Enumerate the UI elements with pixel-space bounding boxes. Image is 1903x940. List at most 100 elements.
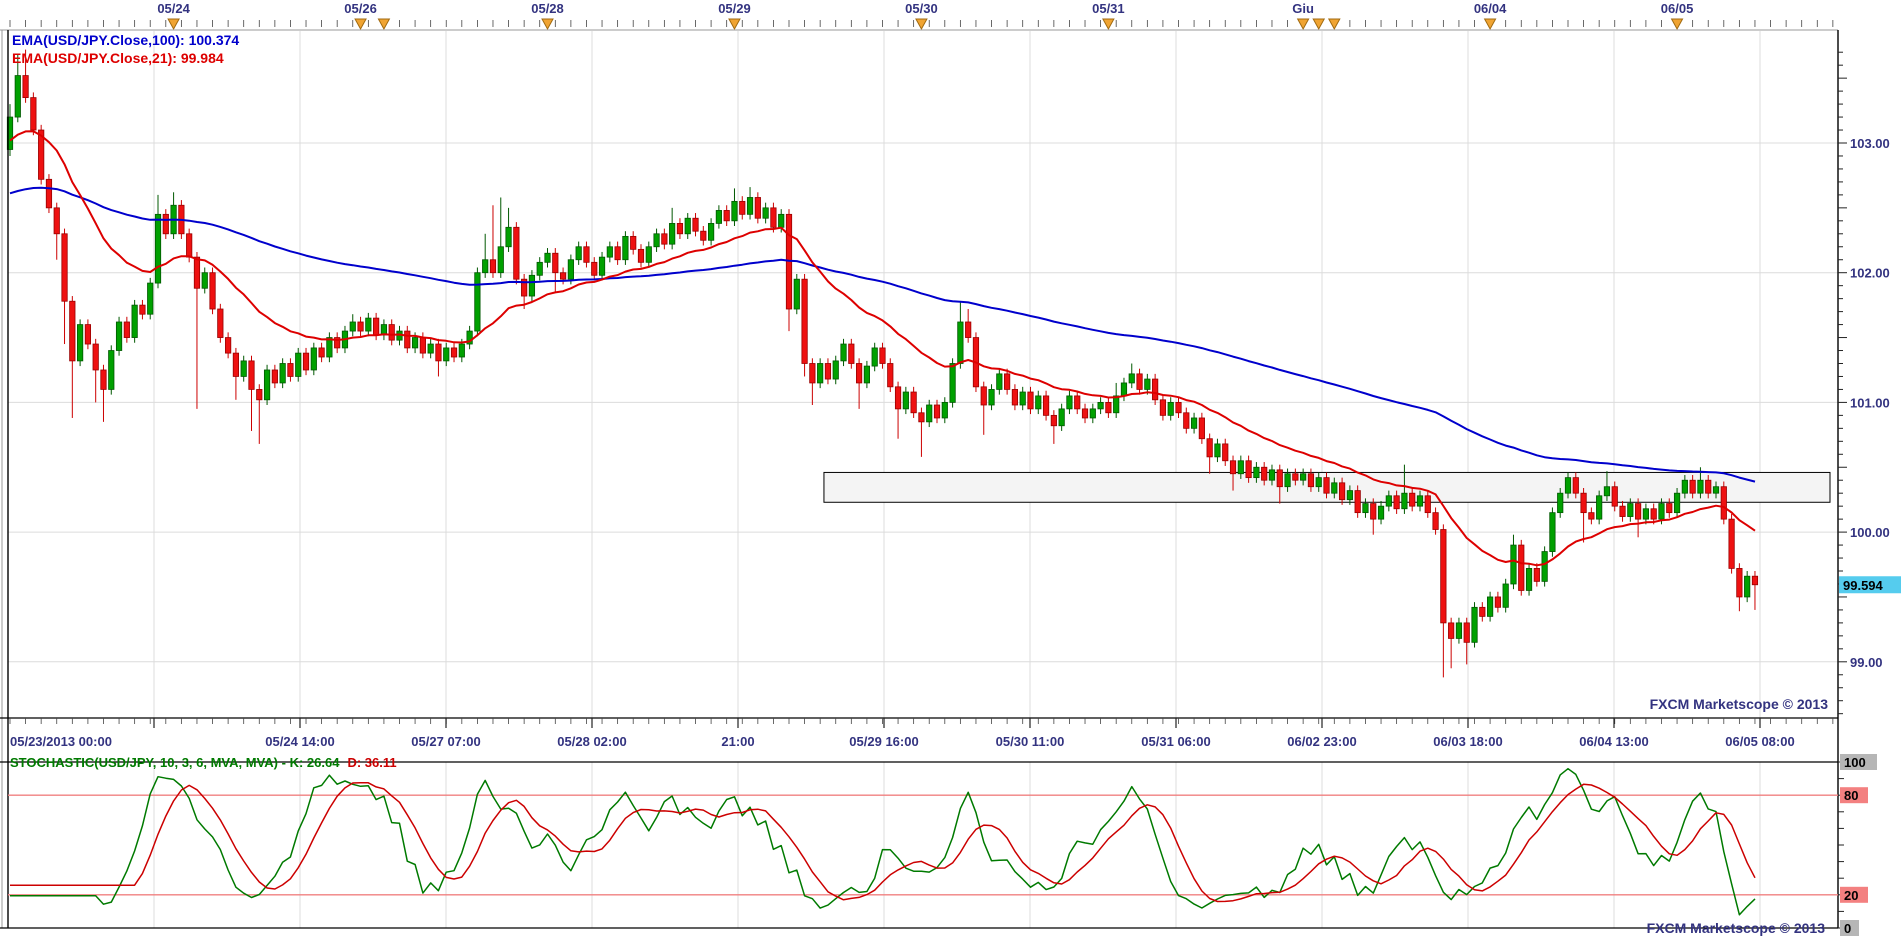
candle-down xyxy=(302,352,310,371)
price-axis-label: 101.00 xyxy=(1850,395,1890,410)
stochastic-level-tag xyxy=(1840,754,1877,770)
candle-down xyxy=(879,347,886,364)
candle-down xyxy=(1338,482,1346,501)
candle-down xyxy=(661,233,668,245)
candle-down xyxy=(193,256,201,289)
candle-down xyxy=(1027,391,1034,410)
candle-up xyxy=(154,213,162,284)
candle-down xyxy=(1705,479,1712,494)
candle-up xyxy=(1128,373,1135,384)
axis-labels-layer[interactable]: 05/24 05/26 05/28 05/29 05/30 05/31 Giu 06/04 06… xyxy=(9,1,1901,936)
candle-up xyxy=(279,363,286,384)
candle-down xyxy=(1222,443,1229,462)
candle-down xyxy=(801,278,808,364)
candle-up xyxy=(762,207,769,219)
bottom-axis-time-label: 06/05 08:00 xyxy=(1725,734,1794,749)
candle-up xyxy=(1642,508,1649,520)
candle-down xyxy=(162,213,169,235)
candle-up xyxy=(1525,568,1533,591)
candle-down xyxy=(1751,575,1759,586)
candle-up xyxy=(497,246,504,274)
candle-down xyxy=(848,343,855,364)
candle-up xyxy=(482,259,489,274)
candle-down xyxy=(700,230,707,241)
current-price-tag-label: 99.594 xyxy=(1843,578,1884,593)
candle-down xyxy=(1245,460,1252,479)
candle-up xyxy=(1471,606,1478,643)
candle-up xyxy=(108,350,115,390)
candle-up xyxy=(14,75,21,118)
bottom-axis-time-label: 06/03 18:00 xyxy=(1433,734,1502,749)
session-break-marker-icon xyxy=(1102,18,1115,31)
candle-up xyxy=(1362,503,1369,514)
session-break-marker-icon xyxy=(1483,18,1497,31)
stochastic-level-tag-label: 20 xyxy=(1844,888,1858,903)
candle-down xyxy=(84,324,91,345)
candle-down xyxy=(583,246,590,263)
candle-down xyxy=(232,352,240,377)
candle-up xyxy=(505,226,512,248)
candle-up xyxy=(840,343,847,362)
candle-down xyxy=(1572,477,1579,494)
candle-down xyxy=(419,337,426,354)
candle-up xyxy=(653,233,660,248)
price-axis-label: 102.00 xyxy=(1850,266,1890,281)
candle-up xyxy=(1712,486,1720,494)
candle-up xyxy=(1315,477,1322,488)
candle-down xyxy=(910,391,917,414)
session-break-marker-icon xyxy=(377,18,391,31)
candle-down xyxy=(856,363,863,384)
candle-up xyxy=(1190,417,1198,429)
candle-down xyxy=(1736,568,1743,598)
stochastic-d-value: D: 36.11 xyxy=(347,755,396,770)
candle-up xyxy=(1346,490,1353,501)
candle-up xyxy=(77,324,84,362)
candle-up xyxy=(1089,408,1096,419)
candle-down xyxy=(1159,399,1167,416)
stochastic-level-tag-label: 100 xyxy=(1844,755,1866,770)
candle-up xyxy=(1097,401,1104,410)
candle-down xyxy=(373,317,380,336)
candle-down xyxy=(209,272,216,310)
candle-up xyxy=(349,321,356,332)
candle-down xyxy=(559,272,567,280)
price-axis-label: 99.00 xyxy=(1850,655,1883,670)
stochastic-level-tag xyxy=(1840,787,1868,804)
candle-up xyxy=(1557,492,1564,514)
candle-up xyxy=(1331,482,1338,494)
candle-down xyxy=(692,217,699,232)
candle-down xyxy=(61,233,68,302)
candle-up xyxy=(715,210,722,224)
candle-up xyxy=(544,252,551,263)
candle-down xyxy=(1409,492,1416,507)
candle-down xyxy=(1588,512,1595,520)
top-axis-date-label: 05/29 xyxy=(718,1,751,16)
candle-down xyxy=(1004,373,1011,390)
candle-up xyxy=(746,197,754,215)
candle-down xyxy=(256,389,263,401)
session-break-marker-icon xyxy=(354,18,367,31)
candle-up xyxy=(1658,503,1665,520)
candle-down xyxy=(1424,495,1431,514)
stochastic-k-line xyxy=(10,767,1756,916)
candle-down xyxy=(186,233,193,258)
candle-down xyxy=(357,321,364,332)
session-break-marker-icon xyxy=(167,18,180,31)
candle-up xyxy=(926,404,933,423)
candle-down xyxy=(1533,568,1540,582)
candlestick-layer xyxy=(6,49,1759,678)
candle-down xyxy=(489,259,497,274)
candle-up xyxy=(606,246,613,258)
candle-up xyxy=(1385,495,1392,507)
ema-lines-layer xyxy=(9,130,1756,567)
candle-up xyxy=(988,389,995,406)
candle-up xyxy=(1066,395,1073,410)
stochastic-d-line xyxy=(10,781,1756,903)
candle-up xyxy=(669,223,676,245)
candle-down xyxy=(1720,486,1727,520)
candle-down xyxy=(1635,503,1642,520)
candle-up xyxy=(115,321,123,351)
candle-up xyxy=(1253,466,1260,479)
candle-down xyxy=(552,252,559,274)
